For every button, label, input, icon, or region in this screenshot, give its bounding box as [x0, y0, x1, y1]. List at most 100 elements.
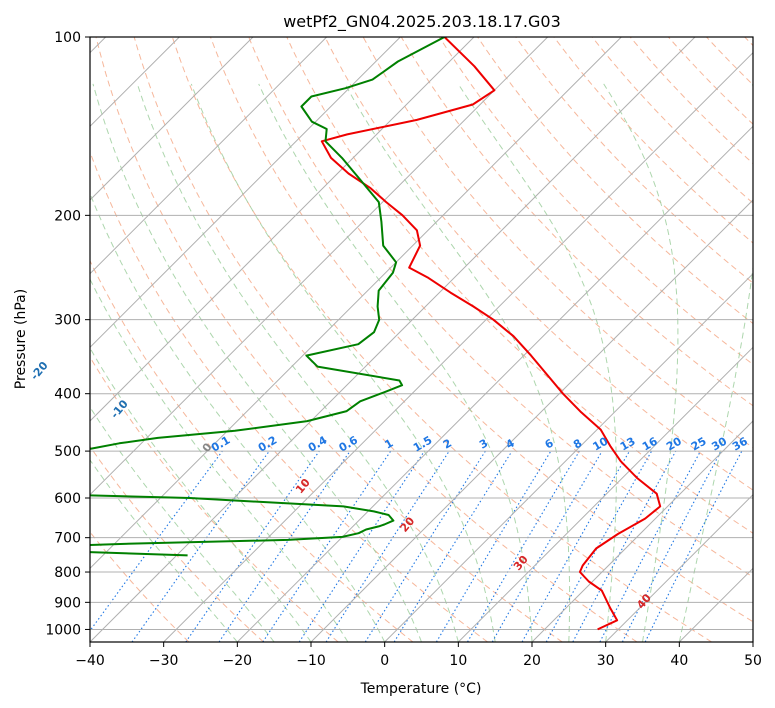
axes: −40 −30 −20 −10 0 10 20 30 40 50 1000 900 800 700 600 5…: [45, 30, 762, 669]
x-tick-label: −30: [149, 653, 179, 669]
y-tick-label: 600: [54, 491, 81, 507]
mixing-ratio-line: [435, 450, 552, 642]
dry-adiabat-label: 40: [634, 591, 654, 611]
moist-adiabat-line: [90, 406, 275, 642]
dry-adiabat-line: [90, 356, 339, 642]
mixing-ratio-label: 2: [441, 437, 454, 452]
chart-title: wetPf2_GN04.2025.203.18.17.G03: [283, 12, 561, 32]
dry-adiabat-line: [171, 37, 712, 642]
mixing-ratio-line: [325, 450, 450, 642]
dry-adiabat-line: [629, 37, 753, 165]
dry-adiabat-label: -10: [108, 397, 131, 421]
dry-adiabat-line: [477, 37, 753, 325]
dry-adiabat-label: 30: [511, 553, 531, 573]
isotherm-line: [678, 567, 753, 642]
isotherm-line: [310, 199, 753, 642]
dry-adiabat-line: [90, 259, 414, 642]
dry-adiabat-line: [400, 37, 753, 407]
isotherm-line: [90, 37, 328, 275]
mixing-ratio-label: 6: [543, 436, 556, 451]
x-tick-label: 50: [744, 653, 762, 669]
y-tick-label: 1000: [45, 622, 81, 638]
mixing-ratio-line: [491, 450, 603, 642]
moist-adiabat-line: [90, 192, 386, 642]
moist-adiabat-line: [258, 83, 533, 642]
mixing-ratio-line: [131, 450, 270, 642]
mixing-ratio-line: [467, 450, 580, 642]
moist-adiabat-line: [90, 347, 312, 642]
y-tick-label: 500: [54, 444, 81, 460]
plot-frame: [89, 36, 754, 643]
isotherm-line: [90, 37, 401, 349]
y-tick-label: 200: [54, 208, 81, 224]
moist-adiabat-line: [136, 83, 459, 642]
isotherm-line: [90, 37, 549, 496]
dry-adiabat-label: -20: [28, 359, 51, 383]
isotherm-line: [236, 125, 753, 642]
mixing-ratio-label: 4: [504, 436, 517, 451]
x-tick-label: 30: [597, 653, 615, 669]
dry-adiabat-line: [95, 37, 563, 642]
y-tick-label: 300: [54, 313, 81, 329]
mixing-ratio-line: [262, 450, 392, 642]
isotherm-line: [384, 272, 753, 642]
x-tick-label: −10: [296, 653, 326, 669]
dry-adiabat-line: [744, 37, 753, 47]
isotherm-line: [90, 37, 696, 642]
mixing-ratio-line: [393, 450, 513, 642]
isotherm-line: [457, 346, 753, 642]
mixing-ratio-line: [218, 450, 351, 642]
isotherm-line: [531, 420, 753, 642]
isotherm-line: [90, 37, 475, 422]
x-tick-label: 20: [523, 653, 541, 669]
dry-adiabat-line: [90, 150, 488, 642]
label-layer: 0.10.20.40.611.52346810131620253036-100-…: [28, 359, 750, 612]
mixing-ratio-line: [599, 450, 701, 642]
y-tick-label: 800: [54, 565, 81, 581]
isotherm-line: [605, 493, 753, 642]
y-tick-label: 700: [54, 531, 81, 547]
isotherm-line: [90, 37, 254, 201]
dry-adiabat-line: [553, 37, 753, 244]
x-tick-label: −20: [223, 653, 253, 669]
dry-adiabat-line: [210, 37, 753, 623]
moist-adiabat-line: [90, 459, 238, 642]
temperature-profile-line: [320, 37, 662, 631]
y-tick-label: 900: [54, 595, 81, 611]
dry-adiabat-label: 20: [398, 514, 418, 534]
x-tick-label: −40: [75, 653, 105, 669]
moist-adiabat-line: [92, 83, 422, 642]
dry-adiabat-line: [133, 37, 638, 642]
dry-adiabat-line: [668, 37, 753, 125]
y-tick-label: 400: [54, 387, 81, 403]
x-tick-label: 0: [380, 653, 389, 669]
x-tick-label: 40: [670, 653, 688, 669]
y-tick-label: 100: [54, 30, 81, 46]
moist-adiabat-line: [190, 83, 496, 642]
mixing-ratio-line: [572, 450, 677, 642]
mixing-ratio-line: [364, 450, 486, 642]
moist-adiabat-line: [457, 83, 617, 642]
plot-area: [90, 37, 753, 642]
mixing-ratio-line: [90, 450, 223, 632]
moist-adiabat-line: [603, 83, 679, 642]
dry-adiabat-line: [90, 445, 264, 642]
mixing-ratio-line: [521, 450, 630, 642]
dry-adiabat-line: [515, 37, 753, 284]
x-tick-label: 10: [449, 653, 467, 669]
dry-adiabat-line: [248, 37, 753, 578]
dewpoint-profile-line: [90, 37, 445, 557]
mixing-ratio-line: [185, 450, 320, 642]
x-axis-label: Temperature (°C): [360, 681, 482, 697]
moist-adiabat-line: [344, 83, 571, 642]
dry-adiabat-line: [706, 37, 753, 86]
y-axis-label: Pressure (hPa): [13, 289, 29, 389]
isotherm-line: [90, 37, 622, 570]
dry-adiabat-line: [591, 37, 753, 204]
dry-adiabat-line: [324, 37, 753, 491]
mixing-ratio-line: [298, 450, 425, 642]
isotherm-line: [752, 641, 753, 642]
dry-adiabat-label: 10: [293, 476, 313, 496]
moist-adiabat-line: [90, 278, 349, 642]
